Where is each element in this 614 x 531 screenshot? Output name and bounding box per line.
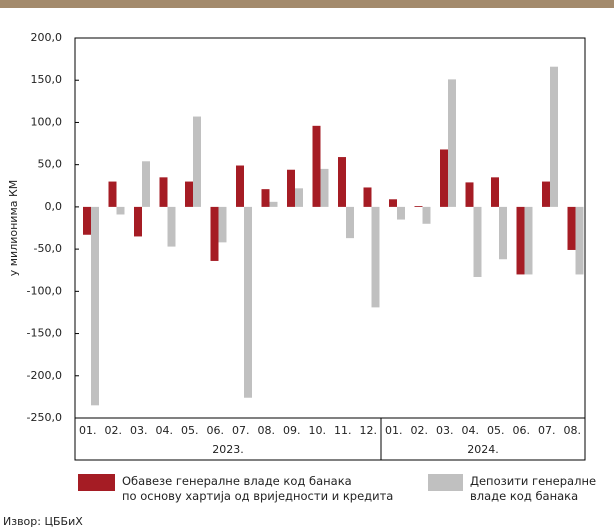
x-tick-label: 10. xyxy=(309,424,327,437)
bar xyxy=(236,165,244,207)
bar xyxy=(389,199,397,207)
bar xyxy=(159,177,168,207)
x-tick-label: 03. xyxy=(130,424,148,437)
bar xyxy=(185,181,193,207)
y-tick-label: 200,0 xyxy=(31,31,63,44)
x-tick-label: 08. xyxy=(258,424,276,437)
bar xyxy=(491,177,499,207)
x-tick-label: 01. xyxy=(79,424,97,437)
y-axis-label: у милионима КМ xyxy=(7,180,20,277)
x-tick-label: 04. xyxy=(462,424,480,437)
bar xyxy=(440,149,448,207)
x-tick-label: 01. xyxy=(385,424,403,437)
bar xyxy=(422,206,431,224)
bar xyxy=(567,206,576,250)
legend-swatch xyxy=(78,474,115,491)
x-tick-label: 07. xyxy=(538,424,556,437)
bar xyxy=(269,201,278,207)
bar xyxy=(371,206,380,308)
x-group-label: 2024. xyxy=(467,443,499,456)
bar xyxy=(524,206,533,275)
y-tick-label: 50,0 xyxy=(38,158,63,171)
x-tick-label: 02. xyxy=(411,424,429,437)
bar xyxy=(473,206,482,277)
bar xyxy=(320,168,329,207)
x-tick-label: 05. xyxy=(181,424,199,437)
bar xyxy=(134,206,142,237)
x-tick-label: 06. xyxy=(207,424,225,437)
bar xyxy=(575,206,584,275)
bar xyxy=(414,206,423,207)
x-tick-label: 11. xyxy=(334,424,352,437)
bar xyxy=(516,206,525,275)
top-band xyxy=(0,0,614,8)
x-tick-label: 02. xyxy=(105,424,123,437)
bar xyxy=(499,206,507,260)
legend-label: Обавезе генералне владе код банака по ос… xyxy=(122,474,394,503)
y-tick-label: 150,0 xyxy=(31,73,63,86)
y-tick-label: 100,0 xyxy=(31,115,63,128)
bar xyxy=(346,206,354,239)
bar xyxy=(83,206,91,235)
y-tick-label: -150,0 xyxy=(27,327,62,340)
x-tick-label: 03. xyxy=(436,424,454,437)
bar xyxy=(550,66,558,207)
bar xyxy=(142,161,150,207)
x-tick-label: 04. xyxy=(156,424,174,437)
y-tick-label: -200,0 xyxy=(27,369,62,382)
y-tick-label: 0,0 xyxy=(45,200,63,213)
x-tick-label: 06. xyxy=(513,424,531,437)
bar xyxy=(363,187,372,207)
bar xyxy=(465,182,474,207)
bar xyxy=(108,181,117,207)
y-tick-label: -50,0 xyxy=(34,242,62,255)
bar xyxy=(167,206,176,247)
bar xyxy=(116,206,125,215)
bar xyxy=(338,157,346,207)
bar xyxy=(287,169,295,207)
bar xyxy=(261,189,270,207)
legend-swatch xyxy=(428,474,463,491)
x-tick-label: 05. xyxy=(487,424,505,437)
bar xyxy=(542,181,550,207)
bar xyxy=(448,79,456,207)
x-group-label: 2023. xyxy=(212,443,244,456)
x-tick-label: 12. xyxy=(360,424,378,437)
bar xyxy=(210,206,219,261)
bar xyxy=(312,125,321,207)
source: Извор: ЦББиХ xyxy=(3,515,83,528)
bar xyxy=(295,188,303,207)
x-axis-frame xyxy=(74,417,586,461)
bar xyxy=(218,206,227,243)
x-tick-label: 07. xyxy=(232,424,250,437)
y-tick-label: -250,0 xyxy=(27,411,62,424)
bar xyxy=(91,206,99,406)
bar xyxy=(193,116,201,207)
x-tick-label: 09. xyxy=(283,424,301,437)
bar xyxy=(397,206,405,220)
legend-label: Депозити генералне владе код банака xyxy=(470,474,597,503)
bar xyxy=(244,206,252,398)
plot-frame xyxy=(74,37,586,419)
x-tick-label: 08. xyxy=(564,424,582,437)
y-tick-label: -100,0 xyxy=(27,284,62,297)
